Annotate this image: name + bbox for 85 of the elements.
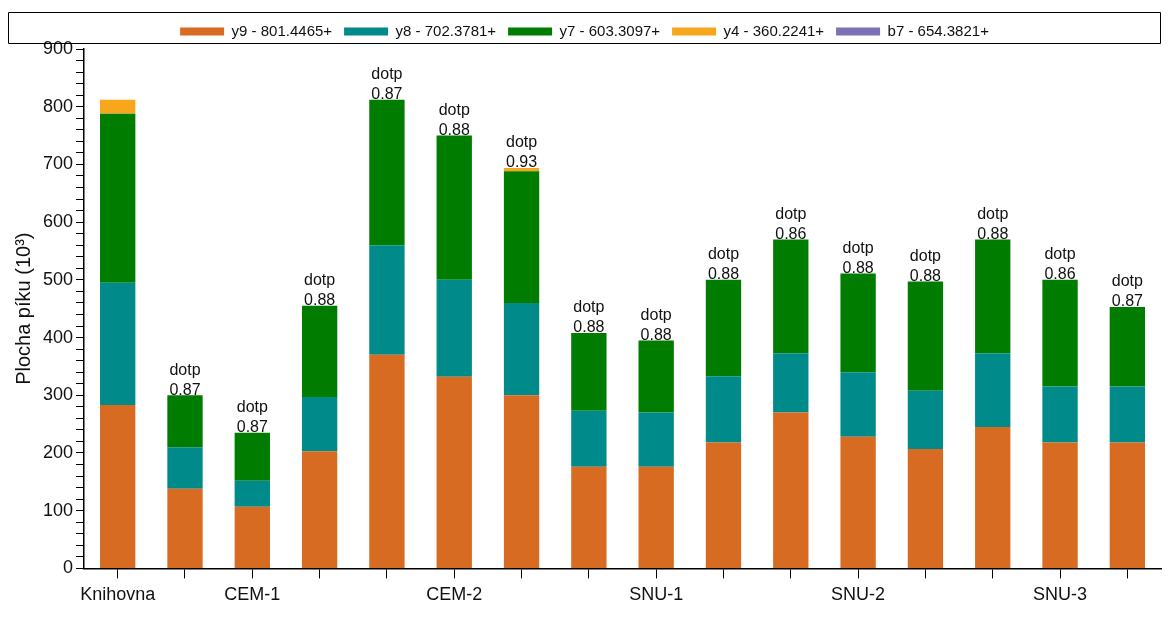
legend-label: y8 - 702.3781+: [395, 21, 497, 39]
bar: [369, 354, 405, 568]
y-tick-label: 400: [42, 326, 74, 347]
bar: [1042, 442, 1078, 568]
bar: [100, 113, 136, 283]
bar: [100, 405, 136, 568]
bar: [975, 427, 1011, 568]
bar: [234, 432, 270, 481]
data-label: dotp 0.88: [573, 298, 605, 336]
y-tick-label: 600: [42, 211, 74, 232]
bar: [840, 372, 876, 437]
bar: [907, 390, 944, 449]
bar: [907, 281, 944, 391]
bar: [773, 353, 809, 413]
bar: [907, 448, 944, 568]
bar: [167, 395, 203, 448]
bar: [369, 99, 405, 246]
bar: [571, 332, 607, 411]
x-tick-label: Knihovna: [80, 584, 157, 605]
bar: [1109, 306, 1146, 387]
bar: [638, 466, 674, 568]
bar: [369, 245, 405, 355]
x-tick-label: SNU-3: [1033, 584, 1088, 605]
data-label: dotp 0.88: [304, 271, 336, 309]
legend-label: y7 - 603.3097+: [559, 21, 661, 39]
bar: [234, 480, 270, 507]
bar: [436, 279, 472, 377]
bar: [1042, 386, 1078, 443]
bar: [1042, 279, 1078, 387]
bar: [840, 436, 876, 568]
bar: [503, 171, 540, 303]
bar: [234, 506, 270, 568]
data-label: dotp 0.88: [842, 238, 874, 276]
data-label: dotp 0.86: [1044, 245, 1076, 283]
x-tick-label: SNU-2: [831, 584, 886, 605]
y-tick-label: 100: [42, 499, 74, 520]
y-tick-label: 700: [42, 153, 74, 174]
bar: [301, 397, 338, 452]
data-label: dotp 0.88: [640, 305, 672, 343]
data-label: dotp 0.87: [169, 360, 201, 398]
data-label: dotp 0.88: [707, 245, 740, 283]
legend-label: y9 - 801.4465+: [231, 21, 333, 39]
bar: [1109, 442, 1146, 568]
bar: [773, 412, 809, 568]
bar: [571, 410, 607, 467]
y-tick-label: 200: [42, 441, 74, 462]
y-tick-label: 800: [42, 95, 74, 116]
data-label: dotp 0.88: [909, 246, 942, 284]
bar: [436, 135, 472, 280]
x-tick-label: SNU-1: [629, 584, 684, 605]
bar: [705, 376, 742, 443]
legend-label: b7 - 654.3821+: [887, 21, 990, 39]
data-label: dotp 0.86: [775, 204, 807, 242]
data-label: dotp 0.88: [438, 100, 470, 138]
bar: [503, 395, 540, 568]
data-label: dotp 0.87: [371, 65, 403, 103]
x-tick-label: CEM-1: [224, 584, 281, 605]
data-label: dotp 0.93: [505, 133, 538, 171]
bar: [301, 451, 338, 568]
bar: [773, 239, 809, 354]
bar: [1109, 386, 1146, 443]
bar: [638, 412, 674, 467]
y-tick-label: 300: [42, 384, 74, 405]
bar: [840, 273, 876, 373]
bar: [301, 305, 338, 397]
y-tick-label: 0: [63, 557, 74, 578]
data-label: dotp 0.87: [1111, 272, 1144, 310]
data-label: dotp 0.87: [236, 398, 268, 436]
bar: [503, 302, 540, 396]
data-label: dotp 0.88: [977, 204, 1009, 242]
legend-label: y4 - 360.2241+: [723, 21, 825, 39]
bar: [975, 239, 1011, 354]
bar: [705, 442, 742, 568]
bar: [705, 279, 742, 377]
bar: [167, 447, 203, 489]
x-tick-label: CEM-2: [426, 584, 483, 605]
bar: [100, 99, 136, 114]
y-axis-title: Plocha píku (10³): [11, 232, 34, 385]
bar: [100, 282, 136, 406]
bar: [638, 340, 674, 413]
bar: [436, 376, 472, 568]
bar: [167, 488, 203, 568]
bar: [571, 466, 607, 568]
bar: [975, 353, 1011, 428]
y-tick-label: 500: [42, 268, 74, 289]
